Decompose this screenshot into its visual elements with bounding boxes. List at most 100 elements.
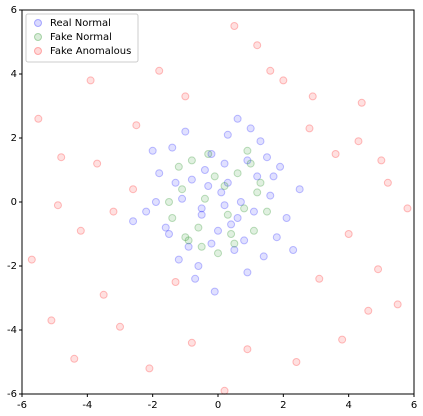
point [191, 274, 200, 283]
point [243, 146, 252, 155]
point [93, 159, 102, 168]
point [174, 255, 183, 264]
point [233, 169, 242, 178]
point [344, 230, 353, 238]
point [210, 287, 219, 296]
point [181, 233, 190, 242]
point [204, 150, 213, 158]
legend-label: Real Normal [50, 18, 111, 29]
point [207, 150, 216, 158]
point [364, 306, 373, 315]
x-tick-label: 4 [345, 400, 351, 411]
point [181, 127, 190, 136]
point [109, 207, 118, 216]
point [207, 239, 216, 248]
point [187, 156, 196, 165]
point [57, 153, 66, 162]
point [165, 230, 173, 238]
point [220, 201, 229, 210]
point [393, 300, 402, 309]
point [178, 185, 187, 194]
point [256, 137, 265, 146]
point [259, 252, 268, 261]
plot-frame [21, 9, 415, 395]
point [253, 172, 262, 181]
x-tick-label: 2 [280, 400, 286, 411]
point [227, 220, 236, 229]
point [249, 226, 258, 235]
point [200, 194, 209, 203]
point [155, 169, 164, 178]
point [292, 358, 301, 366]
point [181, 92, 190, 101]
point [256, 178, 265, 187]
point [161, 223, 170, 232]
point [129, 217, 138, 226]
point [233, 214, 242, 222]
point [168, 214, 177, 222]
point [223, 178, 232, 187]
point [220, 159, 229, 168]
point [236, 198, 245, 206]
point [151, 198, 160, 206]
point [155, 66, 164, 75]
x-tick-label: 0 [215, 400, 221, 411]
point [279, 76, 288, 85]
point [210, 172, 219, 181]
point [354, 137, 363, 146]
point [240, 236, 249, 245]
point [197, 210, 206, 219]
point [403, 204, 412, 213]
point [220, 386, 229, 395]
point [253, 41, 262, 50]
point [194, 262, 203, 270]
point [223, 210, 232, 219]
point [187, 338, 196, 347]
y-tick-label: 0 [11, 197, 17, 208]
point [148, 146, 157, 155]
point [357, 98, 366, 107]
point [227, 230, 236, 238]
y-tick-label: -4 [7, 325, 17, 336]
point [230, 22, 239, 30]
point [187, 175, 196, 184]
point [282, 214, 291, 222]
point [200, 166, 209, 174]
point [217, 188, 226, 197]
point [266, 66, 275, 75]
point [129, 185, 138, 194]
point [295, 185, 304, 194]
point [243, 345, 252, 354]
point [70, 354, 79, 363]
point [184, 236, 193, 245]
point [99, 290, 108, 299]
point [204, 182, 213, 190]
point [171, 178, 180, 187]
point [171, 278, 180, 286]
point [230, 239, 239, 248]
point [249, 207, 258, 216]
point [269, 172, 278, 181]
y-tick-label: 2 [11, 133, 17, 144]
x-tick-label: -6 [17, 400, 27, 411]
legend-marker [34, 47, 42, 55]
point [377, 156, 386, 165]
legend-marker [34, 19, 42, 27]
point [34, 114, 43, 123]
point [383, 178, 392, 187]
point [132, 121, 141, 130]
x-tick-label: 6 [411, 400, 417, 411]
point [174, 162, 183, 171]
point [142, 207, 151, 216]
point [184, 242, 193, 251]
point [289, 246, 298, 254]
point [76, 226, 85, 235]
point [331, 150, 340, 158]
point [243, 156, 252, 165]
y-tick-label: -6 [7, 389, 17, 400]
point [266, 191, 275, 200]
point [116, 322, 124, 331]
point [53, 201, 62, 210]
point [230, 246, 239, 254]
point [246, 159, 255, 168]
